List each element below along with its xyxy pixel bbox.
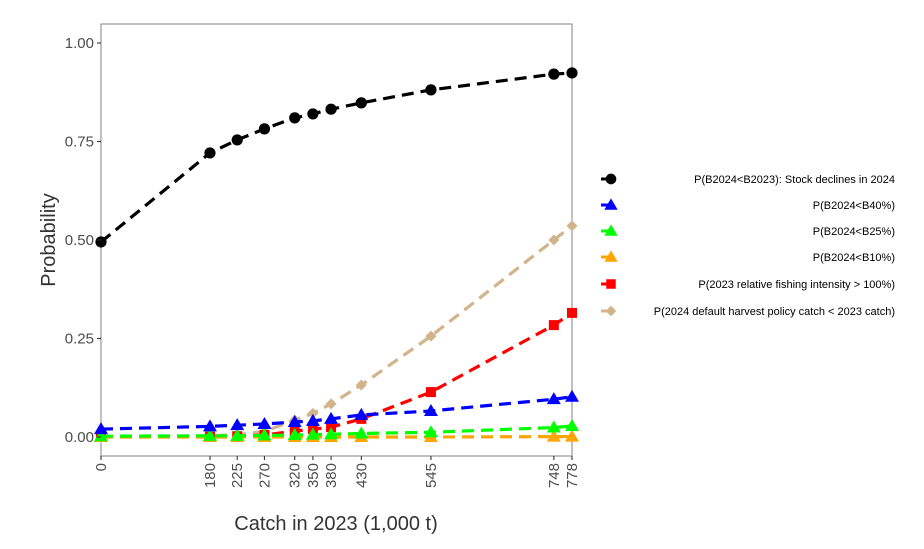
data-point <box>305 427 320 440</box>
legend-label: P(B2024<B25%) <box>813 226 895 238</box>
x-tick-label: 225 <box>229 463 246 488</box>
y-tick-label: 1.00 <box>65 35 94 52</box>
x-tick-label: 270 <box>256 463 273 488</box>
data-point <box>355 379 367 391</box>
plot-panel <box>100 23 573 457</box>
legend-key-icon <box>604 250 618 262</box>
data-point <box>566 67 578 79</box>
y-tick-label: 0.75 <box>65 134 94 151</box>
legend-label: P(B2024<B2023): Stock declines in 2024 <box>694 174 895 186</box>
y-axis-title: Probability <box>38 193 60 286</box>
series-layer <box>94 67 579 443</box>
data-point <box>565 429 579 442</box>
data-point <box>202 419 217 432</box>
x-tick-label: 380 <box>323 463 340 488</box>
data-point <box>307 108 319 120</box>
legend-label: P(2024 default harvest policy catch < 20… <box>654 306 895 318</box>
legend-item: P(B2024<B25%) <box>601 224 895 238</box>
x-tick-label: 180 <box>202 463 219 488</box>
x-tick-label: 430 <box>353 463 370 488</box>
data-point <box>354 407 369 420</box>
data-point <box>565 418 579 431</box>
legend-item: P(B2024<B2023): Stock declines in 2024 <box>601 173 895 186</box>
data-point <box>287 428 302 441</box>
x-tick-label: 748 <box>546 463 563 488</box>
data-point <box>546 420 561 433</box>
data-point <box>305 413 320 426</box>
data-point <box>231 134 243 146</box>
data-point <box>546 429 561 442</box>
x-tick-label: 320 <box>287 463 304 488</box>
x-tick-label: 545 <box>423 463 440 488</box>
legend-item: P(B2024<B40%) <box>601 198 895 212</box>
x-axis-title: Catch in 2023 (1,000 t) <box>234 513 437 535</box>
data-point <box>326 422 337 433</box>
legend-item: P(B2024<B10%) <box>601 250 895 264</box>
data-point <box>287 415 302 428</box>
legend-label: P(2023 relative fishing intensity > 100%… <box>698 279 895 291</box>
data-point <box>202 428 217 441</box>
y-tick-label: 0.00 <box>65 429 94 446</box>
legend-key-icon <box>604 224 618 236</box>
data-point <box>289 112 301 124</box>
data-point <box>548 234 560 246</box>
data-point <box>566 220 578 232</box>
data-point <box>257 416 272 429</box>
series-0 <box>95 67 578 248</box>
legend-key-icon <box>605 173 617 185</box>
data-point <box>548 68 560 80</box>
data-point <box>230 418 245 431</box>
data-point <box>94 422 108 435</box>
data-point <box>258 123 271 135</box>
data-point <box>548 320 559 331</box>
data-point <box>324 411 339 424</box>
series-1 <box>94 389 579 435</box>
y-axis: 0.00 0.25 0.50 0.75 1.00 <box>65 35 101 446</box>
data-point <box>325 398 337 410</box>
data-point <box>425 387 436 398</box>
y-tick-label: 0.50 <box>65 232 94 249</box>
data-point <box>307 407 319 419</box>
y-tick-label: 0.25 <box>65 331 94 348</box>
legend-item: P(2023 relative fishing intensity > 100%… <box>601 279 895 291</box>
legend-key-icon <box>604 198 618 210</box>
legend-key-icon <box>605 305 617 317</box>
data-point <box>423 425 438 438</box>
data-point <box>567 307 577 318</box>
series-2 <box>94 418 579 442</box>
data-point <box>230 428 245 441</box>
legend: P(B2024<B2023): Stock declines in 2024 P(… <box>601 173 895 318</box>
legend-key-icon <box>606 279 616 289</box>
data-point <box>355 97 367 109</box>
data-point <box>325 103 337 115</box>
data-point <box>204 147 216 159</box>
data-point <box>324 427 339 440</box>
x-axis: 0 180 225 270 320 350 380 430 545 748 778 <box>93 456 581 488</box>
data-point <box>425 330 437 342</box>
x-tick-label: 350 <box>305 463 322 488</box>
data-point <box>257 428 272 441</box>
data-point <box>565 389 579 402</box>
x-tick-label: 0 <box>93 463 110 471</box>
data-point <box>423 403 438 416</box>
data-point <box>95 236 107 248</box>
data-point <box>354 426 369 439</box>
data-point <box>94 429 108 442</box>
data-point <box>425 84 437 96</box>
legend-item: P(2024 default harvest policy catch < 20… <box>601 305 895 318</box>
data-point <box>546 392 561 405</box>
legend-label: P(B2024<B40%) <box>813 200 895 212</box>
legend-label: P(B2024<B10%) <box>813 252 895 264</box>
x-tick-label: 778 <box>564 463 581 488</box>
